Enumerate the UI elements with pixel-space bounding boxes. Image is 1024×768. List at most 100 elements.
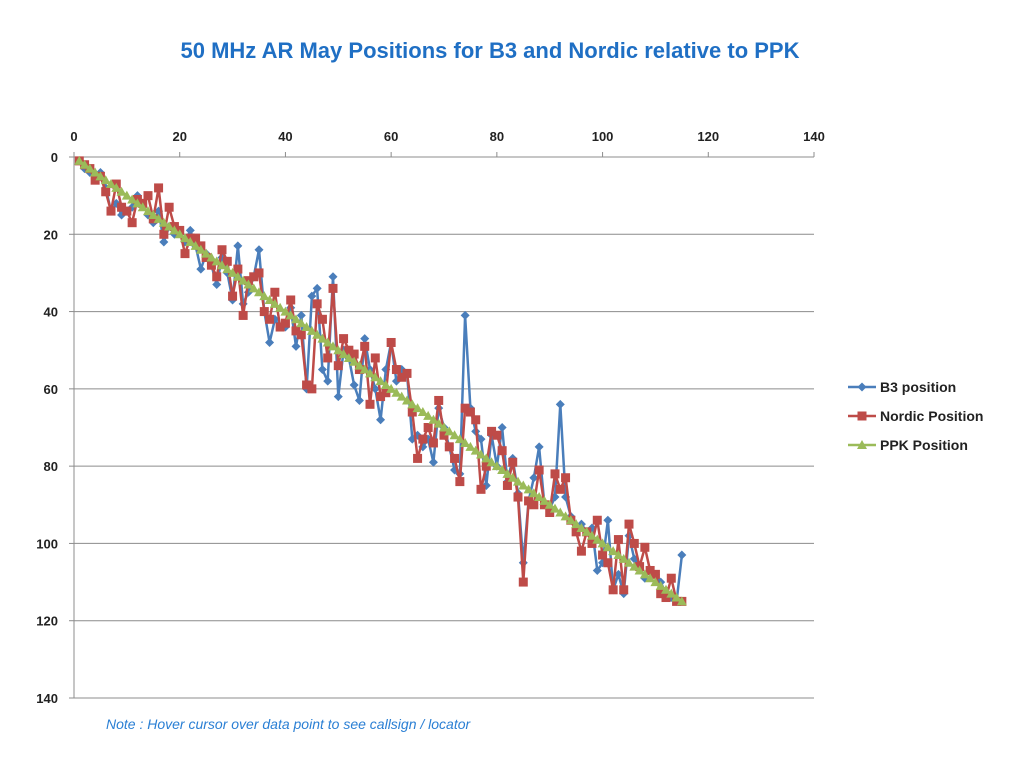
data-point[interactable] (333, 345, 344, 355)
data-point[interactable] (529, 473, 539, 483)
data-point[interactable] (603, 515, 613, 525)
data-point[interactable] (460, 310, 470, 320)
data-point[interactable] (534, 442, 544, 452)
data-point[interactable] (640, 542, 650, 552)
data-point[interactable] (576, 546, 586, 556)
data-point[interactable] (677, 550, 687, 560)
data-point[interactable] (354, 360, 365, 370)
data-point[interactable] (407, 399, 418, 409)
data-point[interactable] (465, 407, 475, 417)
data-point[interactable] (518, 480, 529, 490)
data-point[interactable] (592, 515, 602, 525)
data-point[interactable] (376, 392, 386, 402)
data-point[interactable] (624, 557, 634, 567)
data-point[interactable] (650, 577, 661, 587)
data-point[interactable] (359, 364, 370, 374)
data-point[interactable] (491, 461, 502, 471)
data-point[interactable] (312, 299, 322, 309)
data-point[interactable] (613, 535, 623, 545)
data-point[interactable] (618, 553, 629, 563)
data-point[interactable] (576, 522, 587, 532)
data-point[interactable] (671, 592, 682, 602)
data-point[interactable] (476, 449, 486, 459)
data-point[interactable] (476, 434, 486, 444)
data-point[interactable] (380, 379, 391, 389)
data-point[interactable] (259, 291, 270, 301)
data-point[interactable] (121, 190, 132, 200)
data-point[interactable] (339, 334, 349, 344)
data-point[interactable] (581, 526, 592, 536)
data-point[interactable] (269, 298, 280, 308)
data-point[interactable] (349, 380, 359, 390)
data-point[interactable] (233, 241, 243, 251)
data-point[interactable] (629, 538, 639, 548)
data-point[interactable] (423, 423, 433, 432)
data-point[interactable] (676, 596, 687, 606)
data-point[interactable] (444, 426, 455, 436)
data-point[interactable] (233, 264, 243, 274)
data-point[interactable] (423, 410, 434, 420)
data-point[interactable] (434, 395, 444, 405)
data-point[interactable] (433, 418, 444, 428)
data-point[interactable] (180, 249, 190, 259)
data-point[interactable] (608, 585, 618, 595)
data-point[interactable] (254, 245, 264, 255)
data-point[interactable] (259, 307, 269, 317)
data-point[interactable] (280, 318, 290, 328)
data-point[interactable] (645, 565, 655, 575)
data-point[interactable] (508, 457, 518, 467)
data-point[interactable] (417, 407, 428, 417)
data-point[interactable] (307, 291, 317, 301)
data-point[interactable] (217, 260, 227, 270)
data-point[interactable] (455, 477, 465, 487)
data-point[interactable] (206, 260, 216, 270)
data-point[interactable] (265, 314, 275, 324)
data-point[interactable] (402, 368, 412, 378)
data-point[interactable] (402, 395, 412, 405)
data-point[interactable] (227, 267, 238, 277)
data-point[interactable] (470, 445, 481, 455)
data-point[interactable] (190, 240, 201, 250)
data-point[interactable] (264, 294, 275, 304)
data-point[interactable] (386, 337, 396, 347)
data-point[interactable] (534, 465, 544, 475)
data-point[interactable] (328, 272, 338, 282)
data-point[interactable] (122, 206, 132, 216)
data-point[interactable] (222, 256, 232, 266)
data-point[interactable] (100, 175, 111, 185)
data-point[interactable] (248, 283, 259, 293)
data-point[interactable] (561, 473, 571, 483)
data-point[interactable] (666, 588, 677, 598)
data-point[interactable] (95, 171, 106, 181)
data-point[interactable] (185, 225, 195, 235)
data-point[interactable] (560, 511, 571, 521)
data-point[interactable] (592, 565, 602, 575)
data-point[interactable] (523, 484, 534, 494)
data-point[interactable] (476, 484, 486, 494)
data-point[interactable] (413, 453, 423, 463)
data-point[interactable] (333, 361, 343, 371)
data-point[interactable] (169, 225, 180, 235)
data-point[interactable] (460, 403, 470, 413)
data-point[interactable] (354, 395, 364, 405)
data-point[interactable] (323, 353, 333, 363)
data-point[interactable] (497, 465, 508, 475)
data-point[interactable] (629, 561, 640, 571)
data-point[interactable] (608, 546, 619, 556)
data-point[interactable] (661, 584, 671, 594)
data-point[interactable] (396, 391, 407, 401)
data-point[interactable] (201, 248, 212, 258)
data-point[interactable] (360, 341, 370, 351)
data-point[interactable] (238, 275, 249, 285)
data-point[interactable] (312, 283, 322, 293)
data-point[interactable] (497, 446, 507, 456)
data-point[interactable] (603, 558, 613, 568)
data-point[interactable] (634, 565, 645, 575)
data-point[interactable] (656, 589, 666, 599)
data-point[interactable] (296, 318, 307, 328)
data-point[interactable] (280, 306, 291, 316)
data-point[interactable] (645, 573, 656, 583)
data-point[interactable] (328, 283, 338, 293)
data-point[interactable] (545, 508, 555, 518)
data-point[interactable] (212, 272, 222, 282)
